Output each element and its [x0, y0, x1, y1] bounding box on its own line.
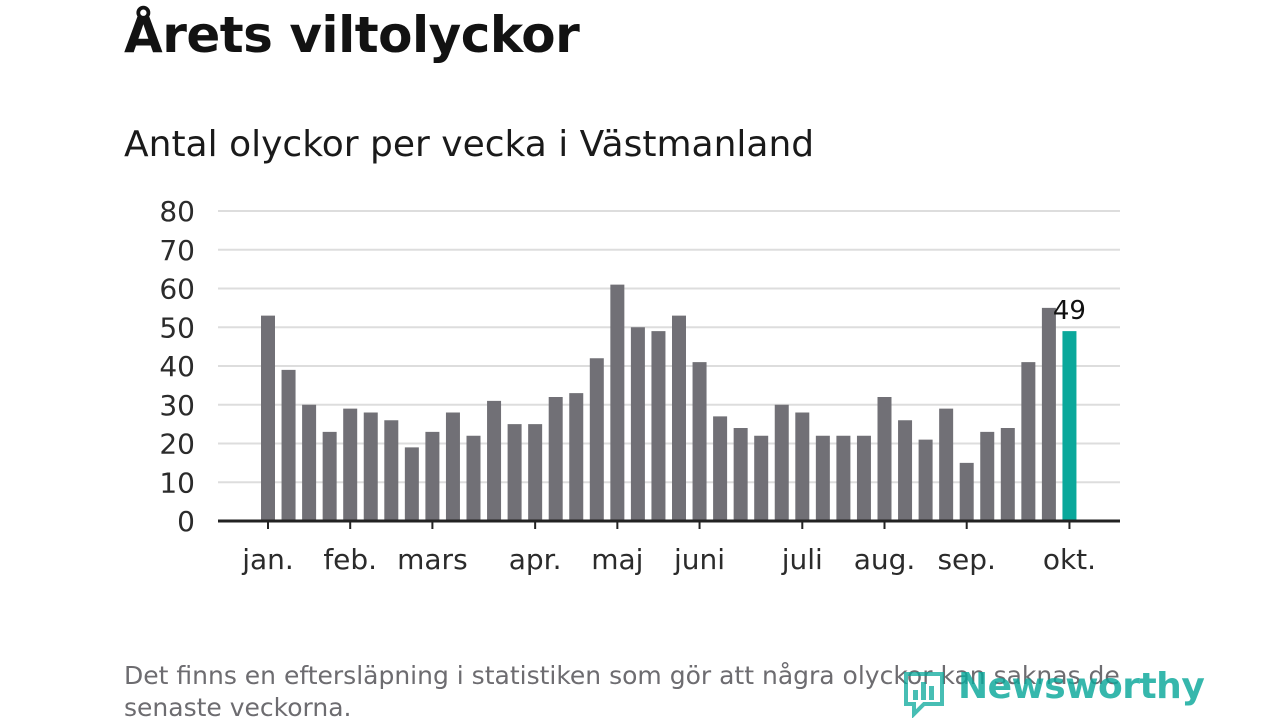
newsworthy-logo: Newsworthy	[902, 666, 1205, 718]
bar	[528, 424, 543, 521]
bar	[918, 439, 933, 521]
x-tick-label: sep.	[937, 543, 996, 576]
bar	[795, 412, 810, 521]
newsworthy-logo-icon	[904, 672, 944, 718]
bar	[1021, 362, 1036, 521]
bar	[322, 431, 337, 521]
highlight-value-label: 49	[1053, 296, 1086, 326]
x-tick-label: maj	[591, 543, 643, 576]
chart-subtitle: Antal olyckor per vecka i Västmanland	[124, 124, 815, 165]
bar	[692, 362, 707, 521]
y-tick-label: 20	[159, 428, 195, 461]
bar	[630, 327, 645, 521]
bar	[1000, 428, 1015, 521]
bar	[548, 397, 563, 521]
bar	[1041, 307, 1056, 521]
x-tick-label: apr.	[509, 543, 562, 576]
chart-title: Årets viltolyckor	[124, 6, 580, 64]
bar	[672, 315, 686, 521]
x-axis-ticks: jan. feb. mars apr. maj juni juli aug. sep. okt.	[241, 521, 1096, 576]
annotations: 49	[1053, 296, 1086, 326]
newsworthy-logo-text: Newsworthy	[958, 666, 1205, 707]
bar	[651, 331, 666, 521]
bar	[856, 435, 871, 521]
bars	[261, 284, 1077, 521]
bar	[733, 428, 748, 521]
bar-chart: 0 10 20 30 40 50 60 70 80 jan. feb. mars apr. maj jun…	[159, 195, 1120, 576]
bar	[713, 416, 728, 521]
bar	[466, 435, 481, 521]
x-tick-label: juni	[673, 543, 725, 576]
footnote: Det finns en eftersläpning i statistiken…	[124, 661, 1120, 722]
x-tick-label: juli	[781, 543, 823, 576]
bar	[754, 435, 769, 521]
bar	[302, 404, 317, 521]
gridlines	[218, 210, 1120, 484]
y-tick-label: 40	[159, 350, 195, 383]
bar	[569, 393, 584, 521]
y-tick-label: 60	[159, 273, 195, 306]
bar	[281, 369, 296, 521]
x-tick-label: jan.	[241, 543, 294, 576]
y-tick-label: 80	[159, 195, 195, 228]
bar	[836, 435, 851, 521]
x-tick-label: feb.	[323, 543, 377, 576]
bar	[404, 447, 419, 521]
bar	[487, 400, 502, 521]
y-tick-label: 10	[159, 466, 195, 499]
bar	[959, 462, 974, 521]
bar	[610, 284, 625, 521]
y-tick-label: 0	[177, 505, 195, 538]
x-tick-label: okt.	[1043, 543, 1096, 576]
y-tick-label: 50	[159, 311, 195, 344]
bar	[774, 404, 789, 521]
bar-highlight	[1062, 331, 1077, 521]
bar	[261, 315, 275, 521]
bar	[589, 358, 604, 521]
bar	[343, 408, 358, 521]
bar	[898, 420, 913, 521]
x-tick-label: mars	[397, 543, 468, 576]
bar	[425, 431, 440, 521]
bar	[363, 412, 378, 521]
x-tick-label: aug.	[854, 543, 916, 576]
y-axis-ticks: 0 10 20 30 40 50 60 70 80	[159, 195, 195, 538]
bar	[507, 424, 522, 521]
bar	[939, 408, 954, 521]
bar	[815, 435, 830, 521]
y-tick-label: 30	[159, 389, 195, 422]
bar	[445, 412, 460, 521]
y-tick-label: 70	[159, 234, 195, 267]
bar	[980, 431, 995, 521]
bar	[384, 420, 399, 521]
bar	[877, 397, 892, 521]
